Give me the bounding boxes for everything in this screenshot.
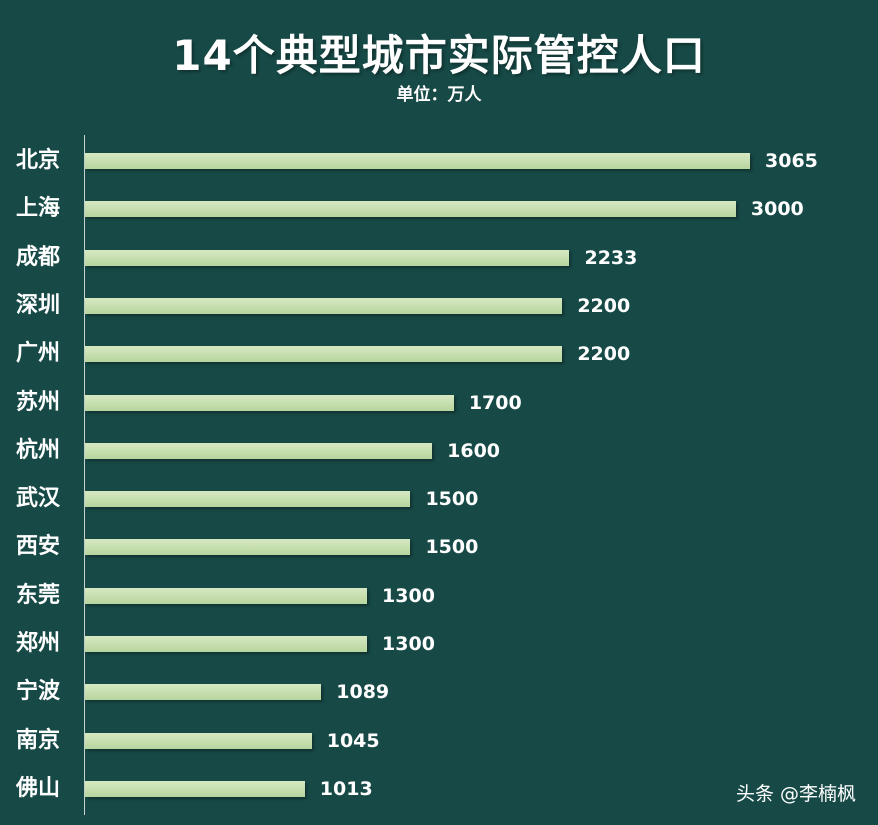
bar <box>85 491 411 508</box>
category-label: 上海 <box>16 196 61 222</box>
category-label: 宁波 <box>16 679 61 705</box>
category-label: 广州 <box>16 341 61 367</box>
bar <box>85 153 750 169</box>
value-label: 3000 <box>750 198 804 221</box>
value-label: 2200 <box>577 343 631 366</box>
watermark: 头条 @李楠枫 <box>735 783 856 805</box>
value-label: 2200 <box>577 294 631 317</box>
bar <box>85 684 322 701</box>
bar <box>85 346 563 363</box>
category-label: 武汉 <box>16 486 61 512</box>
category-label: 成都 <box>16 244 61 270</box>
bar <box>85 442 433 459</box>
category-label: 杭州 <box>16 437 61 463</box>
value-label: 1500 <box>425 488 479 511</box>
category-label: 东莞 <box>16 582 61 608</box>
value-label: 1300 <box>382 584 435 607</box>
value-label: 1600 <box>447 439 501 462</box>
bar <box>85 780 305 797</box>
bar <box>85 201 736 218</box>
chart-title: 14个典型城市实际管控人口 <box>172 31 706 80</box>
bar <box>85 587 368 604</box>
value-label: 1500 <box>425 536 479 559</box>
category-label: 深圳 <box>16 292 61 318</box>
value-label: 2233 <box>584 246 638 269</box>
category-label: 佛山 <box>16 775 61 801</box>
category-label: 郑州 <box>16 631 61 656</box>
value-label: 1045 <box>326 729 380 752</box>
value-label: 1089 <box>336 681 390 704</box>
bar <box>85 636 368 652</box>
category-label: 西安 <box>16 534 61 560</box>
value-label: 1700 <box>468 391 522 414</box>
category-label: 北京 <box>16 148 61 173</box>
category-label: 苏州 <box>16 389 61 415</box>
chart-subtitle: 单位：万人 <box>396 85 482 105</box>
category-label: 南京 <box>16 727 61 753</box>
value-label: 1013 <box>319 777 373 800</box>
category-axis-line <box>84 135 85 815</box>
bar <box>85 394 454 411</box>
value-label: 1300 <box>382 633 435 655</box>
bar <box>85 249 570 266</box>
bar <box>85 732 312 749</box>
bar <box>85 539 411 556</box>
value-label: 3065 <box>765 150 818 172</box>
bar <box>85 297 563 314</box>
